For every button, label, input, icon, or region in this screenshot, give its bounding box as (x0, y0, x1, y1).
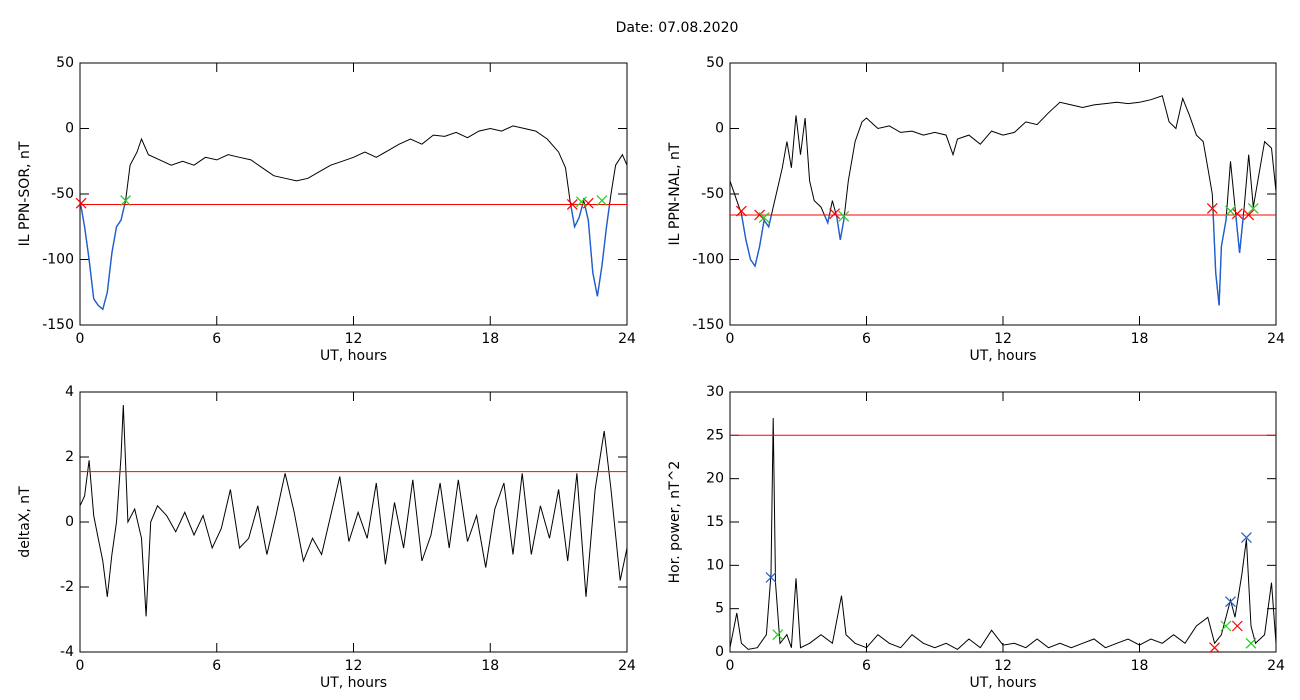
x-tick-label: 0 (726, 658, 735, 674)
marker (596, 195, 608, 206)
x-tick-label: 12 (345, 658, 363, 674)
y-axis-label: IL PPN-NAL, nT (667, 142, 683, 245)
x-tick-label: 24 (1267, 331, 1285, 347)
y-tick-label: -2 (60, 579, 74, 595)
x-axis-label: UT, hours (969, 348, 1036, 364)
marker (582, 197, 594, 209)
y-tick-label: 0 (65, 514, 74, 530)
y-tick-label: 30 (706, 384, 724, 400)
y-tick-label: -150 (42, 317, 74, 333)
y-tick-label: 0 (715, 121, 724, 137)
y-tick-label: -100 (692, 252, 724, 268)
marker (1245, 637, 1257, 649)
below-threshold-line (740, 214, 1245, 306)
marker (765, 572, 777, 583)
x-tick-label: 6 (862, 331, 871, 347)
y-tick-label: 10 (706, 557, 724, 573)
x-tick-label: 6 (212, 658, 221, 674)
marker (735, 205, 747, 217)
figure-title: Date: 07.08.2020 (616, 20, 739, 36)
y-tick-label: 50 (56, 55, 74, 71)
marker (838, 210, 850, 222)
marker (1231, 620, 1243, 632)
marker (566, 199, 578, 210)
data-line (79, 125, 628, 311)
y-axis-label: Hor. power, nT^2 (667, 461, 683, 584)
x-axis-label: UT, hours (969, 675, 1036, 691)
y-tick-label: -50 (51, 186, 74, 202)
marker (1241, 532, 1252, 544)
y-axis-label: deltaX, nT (17, 486, 33, 558)
marker (1243, 209, 1255, 221)
marker (1220, 620, 1232, 632)
y-tick-label: 15 (706, 514, 724, 530)
marker (1209, 642, 1220, 654)
x-tick-label: 24 (1267, 658, 1285, 674)
x-tick-label: 12 (994, 331, 1012, 347)
y-tick-label: 20 (706, 471, 724, 487)
data-line (79, 404, 628, 617)
marker (1247, 202, 1259, 214)
x-axis-label: UT, hours (320, 675, 387, 691)
x-axis-label: UT, hours (320, 348, 387, 364)
y-tick-label: -50 (701, 186, 724, 202)
data-line (729, 95, 1277, 306)
marker (1206, 202, 1218, 214)
y-tick-label: 50 (706, 55, 724, 71)
x-tick-label: 0 (726, 331, 735, 347)
x-tick-label: 24 (618, 658, 636, 674)
x-tick-label: 18 (481, 331, 499, 347)
y-tick-label: -4 (60, 644, 74, 660)
plot-frame (729, 62, 1277, 326)
y-tick-label: 2 (65, 449, 74, 465)
y-tick-label: -150 (692, 317, 724, 333)
x-tick-label: 24 (618, 331, 636, 347)
data-line (729, 417, 1277, 651)
y-tick-label: 0 (65, 121, 74, 137)
x-tick-label: 12 (994, 658, 1012, 674)
y-tick-label: 5 (715, 601, 724, 617)
marker (75, 197, 87, 209)
y-tick-label: 0 (715, 644, 724, 660)
marker (120, 195, 132, 206)
y-axis-label: IL PPN-SOR, nT (17, 141, 33, 246)
marker (575, 196, 587, 208)
x-tick-label: 0 (76, 331, 85, 347)
x-tick-label: 0 (76, 658, 85, 674)
x-tick-label: 6 (862, 658, 871, 674)
marker (1225, 596, 1236, 608)
marker (772, 629, 784, 641)
x-tick-label: 18 (481, 658, 499, 674)
plot-frame (79, 62, 628, 326)
marker (758, 212, 770, 224)
x-tick-label: 18 (1131, 331, 1149, 347)
x-tick-label: 6 (212, 331, 221, 347)
plot-frame (729, 391, 1277, 653)
below-threshold-line (80, 204, 611, 311)
x-tick-label: 18 (1131, 658, 1149, 674)
y-tick-label: 25 (706, 427, 724, 443)
marker (1231, 208, 1243, 220)
marker (1225, 205, 1236, 217)
x-tick-label: 12 (345, 331, 363, 347)
marker (829, 208, 841, 220)
y-tick-label: 4 (65, 384, 74, 400)
y-tick-label: -100 (42, 252, 74, 268)
